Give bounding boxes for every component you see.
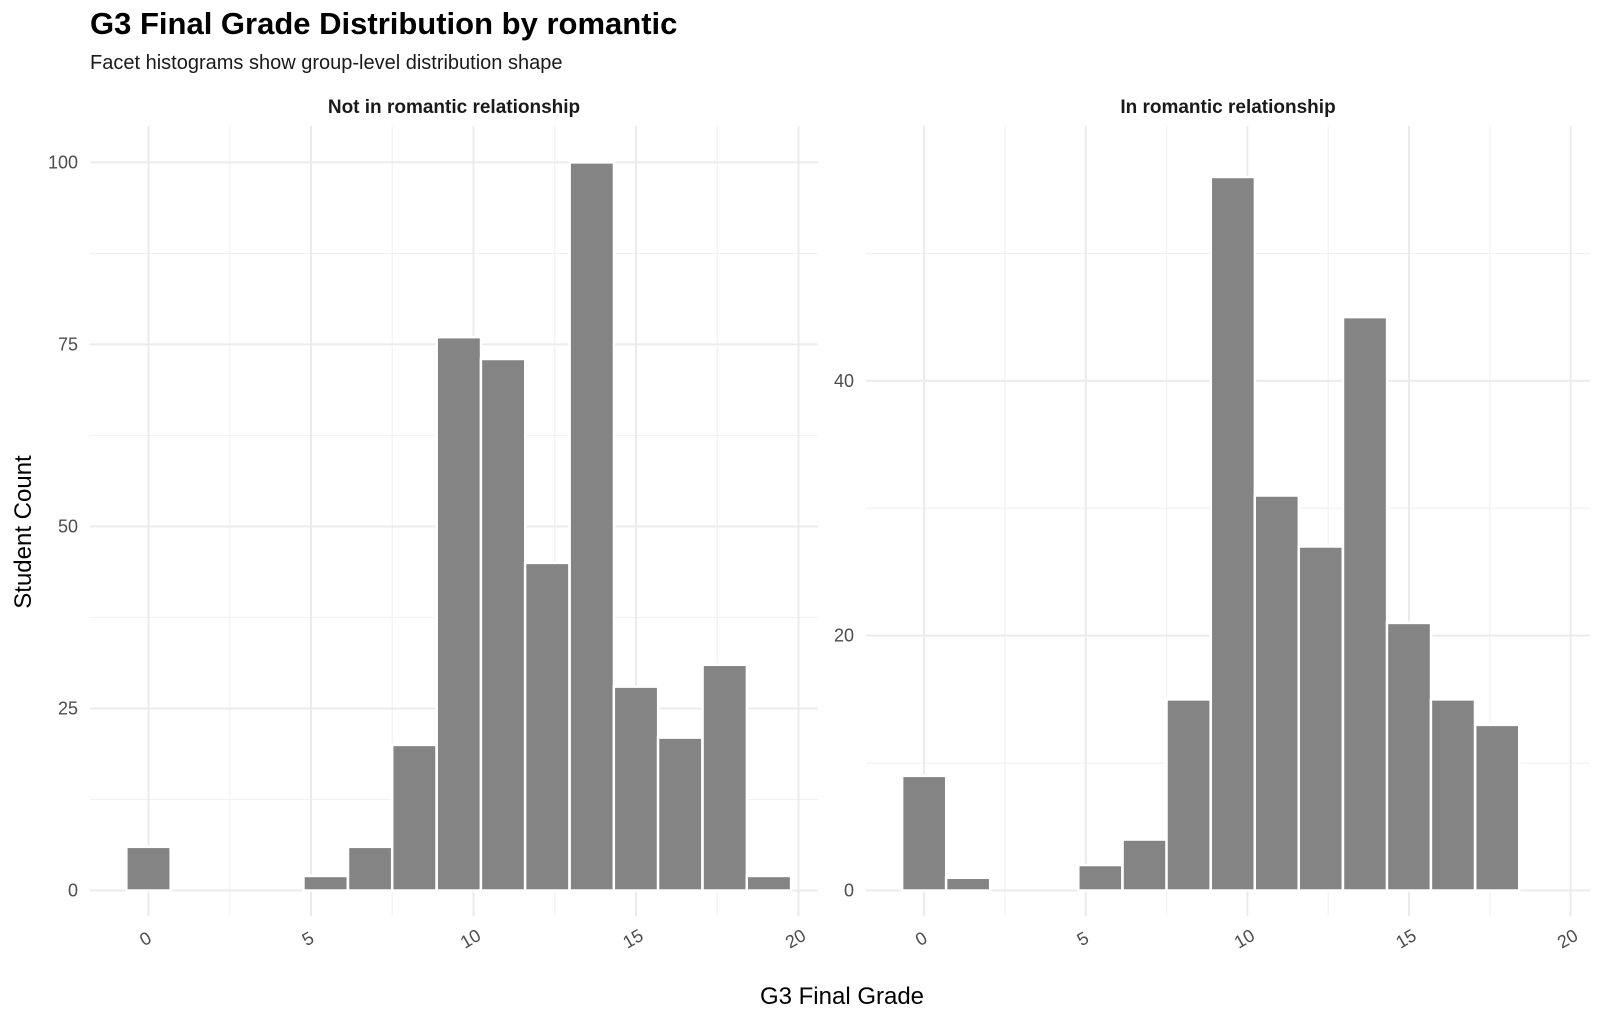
x-tick-label: 0 <box>136 928 155 950</box>
x-axis-label: G3 Final Grade <box>760 983 924 1010</box>
y-axis-label: Student Count <box>10 455 37 609</box>
histogram-bar <box>1429 698 1477 892</box>
x-tick-label: 20 <box>1554 925 1581 952</box>
y-tick-label: 0 <box>68 881 78 901</box>
histogram-bar <box>900 774 948 892</box>
y-tick-label: 75 <box>58 334 78 354</box>
histogram-bar <box>1297 545 1345 892</box>
histogram-bar <box>346 845 394 892</box>
x-tick-label: 15 <box>619 925 646 952</box>
histogram-bar <box>1341 315 1389 892</box>
histogram-bar <box>1253 494 1301 892</box>
facet-strip-label: Not in romantic relationship <box>328 97 580 118</box>
x-tick-label: 20 <box>782 925 809 952</box>
facet-strip-label: In romantic relationship <box>1120 97 1335 118</box>
y-tick-label: 40 <box>834 371 854 391</box>
x-tick-label: 0 <box>912 928 931 950</box>
histogram-bar <box>568 161 616 892</box>
facet-panel-1: 0 25 50 75 100 0 5 10 15 20 Not in romantic relati… <box>48 97 818 952</box>
chart-subtitle: Facet histograms show group-level distri… <box>90 52 563 74</box>
y-tick-label: 100 <box>48 152 78 172</box>
x-tick-label: 15 <box>1392 925 1419 952</box>
histogram-bar <box>390 743 438 892</box>
histogram-bar <box>435 335 483 892</box>
histogram-bar <box>1077 863 1124 892</box>
x-tick-label: 5 <box>299 928 318 950</box>
histogram-bar <box>1209 175 1257 892</box>
histogram-bar <box>944 876 992 892</box>
histogram-bar <box>1385 621 1433 892</box>
histogram-bar <box>701 663 749 892</box>
histogram-bar <box>479 357 527 892</box>
x-tick-label: 5 <box>1073 928 1092 950</box>
histogram-bar <box>523 561 571 892</box>
histogram-bar <box>1121 838 1168 892</box>
histogram-bar <box>302 874 350 892</box>
facet-panel-2: 0 20 40 0 5 10 15 20 In romantic relationship <box>834 97 1590 952</box>
histogram-bar <box>1473 723 1521 892</box>
histogram-bar <box>612 685 660 892</box>
histogram-bar <box>125 845 172 892</box>
y-tick-label: 50 <box>58 516 78 536</box>
histogram-bar <box>656 736 704 892</box>
y-tick-label: 0 <box>844 881 854 901</box>
x-tick-label: 10 <box>1231 925 1258 952</box>
y-tick-label: 25 <box>58 698 78 718</box>
histogram-bar <box>1165 698 1212 892</box>
histogram-bar <box>745 874 793 892</box>
x-tick-label: 10 <box>457 925 484 952</box>
y-tick-label: 20 <box>834 626 854 646</box>
chart-title: G3 Final Grade Distribution by romantic <box>90 6 678 41</box>
